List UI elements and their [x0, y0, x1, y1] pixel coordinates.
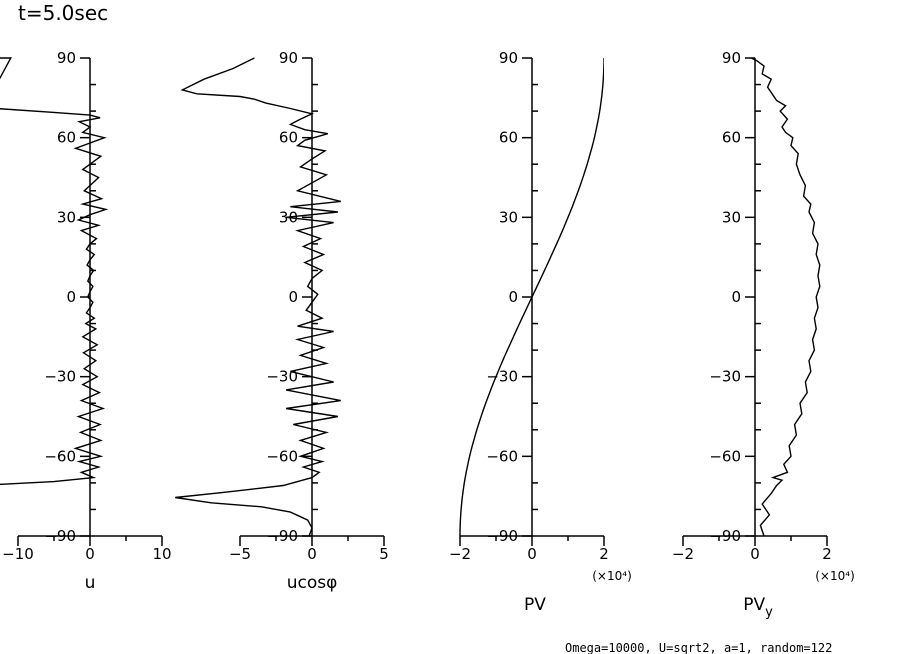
y-tick-label: −30 [44, 368, 76, 386]
y-tick-label: 60 [57, 129, 76, 147]
y-tick-label: 30 [722, 208, 741, 226]
x-tick-label: 2 [599, 545, 609, 563]
x-multiplier-label: (×10⁴) [592, 569, 632, 583]
series-line [751, 57, 821, 537]
y-tick-label: −90 [266, 527, 298, 545]
x-multiplier-label: (×10⁴) [815, 569, 855, 583]
panel-4: −90 −60 −30 0 30 60 90 −2 0 2 PVy (×10⁴) [672, 49, 855, 620]
y-tick-label: 30 [499, 208, 518, 226]
x-tick-label: −2 [672, 545, 694, 563]
x-tick-label: 0 [527, 545, 537, 563]
x-tick-label: 5 [379, 545, 389, 563]
footer-params: Omega=10000, U=sqrt2, a=1, random=122 [565, 641, 832, 654]
x-axis-label: ucosφ [287, 573, 338, 593]
x-tick-label: 10 [152, 545, 171, 563]
x-tick-label: −10 [2, 545, 34, 563]
x-tick-label: −2 [449, 545, 471, 563]
x-tick-label: 0 [85, 545, 95, 563]
y-tick-label: 0 [288, 288, 298, 306]
x-axis-label: PV [524, 595, 546, 615]
y-tick-label: −30 [486, 368, 518, 386]
x-axis-label: u [85, 573, 96, 593]
x-tick-label: 0 [750, 545, 760, 563]
x-tick-label: 0 [307, 545, 317, 563]
y-tick-label: 60 [499, 129, 518, 147]
y-tick-label: 30 [57, 208, 76, 226]
series-line [459, 58, 604, 536]
y-tick-label: −60 [486, 447, 518, 465]
panel-3: −90 −60 −30 0 30 60 90 −2 0 2 PV (×10⁴) [449, 49, 632, 615]
x-axis-label-subscript: y [765, 605, 773, 620]
y-tick-label: −90 [709, 527, 741, 545]
y-tick-label: −30 [709, 368, 741, 386]
y-tick-label: −90 [44, 527, 76, 545]
y-tick-label: 90 [722, 49, 741, 67]
y-tick-label: 90 [499, 49, 518, 67]
series-line [0, 57, 109, 486]
x-axis-label: PVy [743, 595, 773, 620]
chart-title: t=5.0sec [18, 1, 108, 25]
y-tick-label: 0 [731, 288, 741, 306]
y-tick-label: −30 [266, 368, 298, 386]
panel-1: −90 −60 −30 0 30 60 90 −10 0 10 u [0, 49, 172, 593]
y-tick-label: −90 [486, 527, 518, 545]
y-tick-label: 0 [66, 288, 76, 306]
series-line [175, 57, 341, 537]
y-tick-label: −60 [709, 447, 741, 465]
y-tick-label: −60 [266, 447, 298, 465]
y-tick-label: 90 [57, 49, 76, 67]
y-tick-label: 60 [279, 129, 298, 147]
y-tick-label: 0 [508, 288, 518, 306]
x-tick-label: −5 [229, 545, 251, 563]
x-tick-label: 2 [822, 545, 832, 563]
y-tick-label: 90 [279, 49, 298, 67]
y-tick-label: −60 [44, 447, 76, 465]
y-tick-label: 60 [722, 129, 741, 147]
